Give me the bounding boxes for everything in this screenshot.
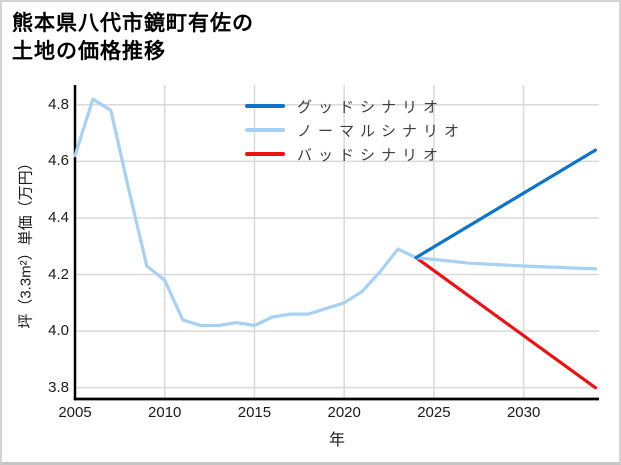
- y-tick-label: 4.0: [48, 322, 69, 340]
- bad-scenario-line-swatch: [245, 152, 285, 156]
- bad-forecast-line: [414, 256, 598, 390]
- legend-item-bad-scenario: バッドシナリオ: [245, 142, 465, 166]
- x-axis-label: 年: [328, 432, 345, 449]
- x-tick-label: 2030: [506, 404, 541, 421]
- chart-title: 熊本県八代市鏡町有佐の 土地の価格推移: [12, 10, 254, 66]
- x-tick-label: 2005: [58, 404, 92, 421]
- legend-item-normal-scenario: ノーマルシナリオ: [245, 118, 465, 142]
- history-normal-line: [73, 97, 418, 328]
- y-tick-label: 4.8: [48, 95, 69, 113]
- y-tick-label: 4.6: [48, 152, 69, 170]
- x-tick-label: 2025: [417, 404, 451, 421]
- x-tick-label: 2015: [237, 404, 272, 421]
- chart-title-line1: 熊本県八代市鏡町有佐の: [12, 12, 254, 35]
- y-tick-label: 4.2: [48, 265, 69, 283]
- legend-label: グッドシナリオ: [297, 98, 445, 116]
- y-tick-label: 4.4: [48, 208, 69, 226]
- x-tick-label: 2010: [148, 404, 182, 421]
- good-scenario-line-swatch: [245, 104, 285, 108]
- y-axis-label: 坪（3.3m²）単価（万円）: [17, 155, 35, 329]
- legend: グッドシナリオ ノーマルシナリオ バッドシナリオ: [245, 94, 465, 166]
- x-tick-label: 2020: [327, 404, 361, 421]
- good-forecast-line: [414, 148, 598, 260]
- legend-item-good-scenario: グッドシナリオ: [245, 94, 465, 118]
- legend-label: バッドシナリオ: [297, 146, 445, 164]
- y-tick-label: 3.8: [48, 378, 69, 396]
- normal-forecast-line: [414, 256, 598, 271]
- chart-title-line2: 土地の価格推移: [12, 40, 166, 63]
- normal-scenario-line-swatch: [245, 128, 285, 132]
- legend-label: ノーマルシナリオ: [297, 122, 466, 140]
